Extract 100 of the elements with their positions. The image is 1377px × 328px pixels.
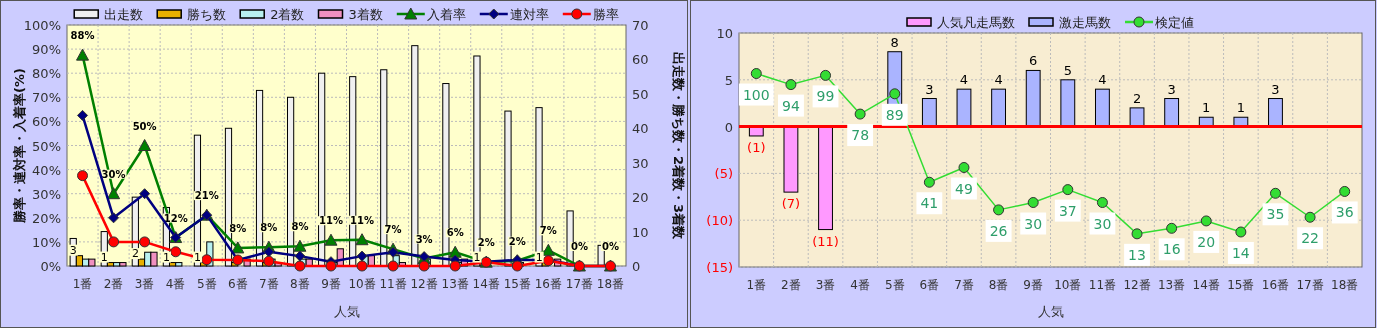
legend-label: 2着数: [270, 7, 305, 22]
data-label: 49: [955, 180, 973, 197]
data-label: 88%: [70, 30, 95, 42]
data-label: 37: [1058, 202, 1077, 219]
data-label: 1: [473, 250, 481, 264]
x-tick-label: 15番: [1227, 278, 1255, 292]
x-axis-title: 人気: [1037, 304, 1064, 319]
x-tick-label: 1番: [72, 277, 93, 291]
x-tick-label: 17番: [1296, 278, 1324, 292]
data-label: 8%: [260, 222, 278, 234]
data-label: 1: [1236, 100, 1245, 116]
legend-label: 連対率: [509, 7, 549, 22]
x-tick-label: 16番: [1261, 278, 1290, 292]
x-tick-label: 8番: [988, 278, 1009, 292]
data-label: 1: [100, 250, 108, 264]
x-tick-label: 6番: [227, 277, 248, 291]
data-label: 8: [890, 34, 899, 50]
data-label: 3%: [415, 233, 433, 245]
x-tick-label: 6番: [919, 278, 940, 292]
y-tick-label: (15): [706, 260, 733, 275]
y-tick-label: 50%: [32, 138, 61, 154]
data-label: 50%: [132, 120, 157, 132]
legend-label: 勝ち数: [187, 7, 227, 22]
x-tick-label: 15番: [503, 277, 531, 291]
data-label: 11%: [350, 214, 374, 226]
y-tick-label: 20%: [32, 210, 61, 226]
x-tick-label: 8番: [290, 277, 310, 291]
data-label: 8%: [291, 221, 309, 233]
data-label: 78: [851, 127, 870, 144]
y2-tick-label: 20: [632, 190, 649, 206]
y2-tick-label: 0: [632, 259, 641, 274]
data-label: (11): [812, 233, 839, 249]
y-tick-label: 30%: [32, 186, 61, 202]
legend-label: 勝率: [592, 7, 619, 22]
y-tick-label: (10): [706, 213, 733, 229]
data-label: 100: [742, 86, 770, 103]
y-tick-label: 10%: [32, 234, 61, 250]
x-tick-label: 14番: [472, 277, 500, 291]
x-tick-label: 18番: [1331, 278, 1359, 292]
x-tick-label: 16番: [534, 277, 562, 291]
y2-tick-label: 70: [632, 18, 649, 33]
y-tick-label: 90%: [32, 42, 61, 58]
data-label: 7%: [539, 225, 557, 237]
data-label: 1: [1202, 100, 1211, 116]
x-tick-label: 5番: [884, 278, 905, 292]
x-tick-label: 13番: [1158, 278, 1186, 292]
data-label: 14: [1231, 244, 1250, 261]
data-label: 94: [782, 97, 800, 114]
x-tick-label: 10番: [348, 277, 376, 291]
x-tick-label: 9番: [1023, 278, 1044, 292]
y2-tick-label: 30: [632, 155, 649, 171]
x-tick-label: 1番: [746, 278, 767, 292]
data-label: 26: [989, 222, 1008, 239]
y-tick-label: 5: [724, 72, 733, 88]
x-tick-label: 11番: [1088, 278, 1117, 292]
data-label: 11%: [319, 215, 343, 227]
data-label: 2: [1132, 90, 1142, 106]
x-tick-label: 3番: [815, 278, 836, 292]
data-label: 8%: [229, 222, 247, 234]
data-label: (1): [747, 139, 766, 155]
data-label: 2: [131, 247, 139, 261]
legend-label: 激走馬数: [1059, 15, 1111, 30]
data-label: 12%: [163, 212, 188, 224]
x-tick-label: 14番: [1192, 278, 1220, 292]
data-label: 30%: [101, 168, 126, 180]
x-tick-label: 11番: [379, 277, 407, 291]
x-tick-label: 4番: [850, 278, 870, 292]
x-tick-label: 12番: [1123, 278, 1151, 292]
data-label: 22: [1301, 230, 1319, 247]
data-label: 16: [1162, 241, 1181, 258]
data-label: 3: [1167, 81, 1176, 97]
x-tick-label: 13番: [441, 277, 469, 291]
y-tick-label: 100%: [23, 18, 61, 33]
data-label: 0%: [570, 241, 588, 252]
x-tick-label: 2番: [781, 278, 801, 292]
legend-label: 3着数: [348, 7, 383, 22]
y-axis-title: 勝率・連対率・入着率(%): [12, 68, 27, 224]
y2-tick-label: 60: [632, 52, 649, 68]
x-tick-label: 17番: [565, 277, 594, 291]
data-label: 36: [1335, 204, 1354, 221]
data-label: 3: [69, 243, 77, 257]
data-label: 4: [959, 72, 969, 88]
y2-tick-label: 40: [632, 121, 649, 137]
data-label: 13: [1128, 246, 1146, 263]
data-label: 99: [816, 88, 835, 105]
x-tick-label: 2番: [103, 277, 124, 291]
data-label: 35: [1266, 206, 1285, 223]
data-label: 2%: [508, 235, 526, 247]
y-tick-label: 70%: [32, 90, 61, 106]
data-label: 30: [1024, 215, 1043, 232]
data-label: 3: [925, 81, 934, 97]
y-tick-label: 0%: [40, 259, 61, 274]
y-tick-label: 40%: [32, 162, 61, 178]
x-tick-label: 7番: [954, 278, 974, 292]
x-tick-label: 4番: [165, 277, 186, 291]
y-tick-label: 80%: [32, 66, 61, 82]
y-tick-label: 10: [716, 26, 733, 41]
legend-label: 出走数: [104, 7, 144, 22]
y-tick-label: 0: [724, 119, 733, 135]
data-label: 6: [1029, 53, 1038, 69]
